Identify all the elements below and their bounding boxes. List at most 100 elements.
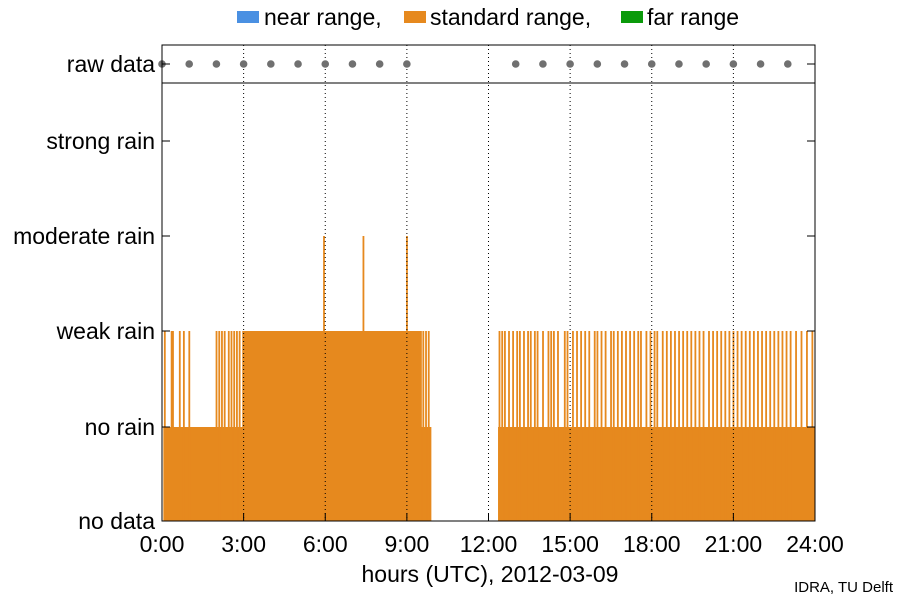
bar-weak-spike-83 bbox=[761, 331, 763, 521]
bar-weak-spike-3 bbox=[178, 331, 181, 521]
bar-weak-spike-45 bbox=[604, 331, 607, 521]
bar-weak-spike-7 bbox=[218, 331, 221, 521]
raw-data-point-13 bbox=[593, 60, 602, 68]
bar-weak-spike-20 bbox=[504, 331, 506, 521]
raw-data-point-4 bbox=[267, 60, 275, 68]
raw-data-point-16 bbox=[675, 60, 683, 68]
bar-weak-spike-75 bbox=[728, 331, 731, 521]
raw-data-layer bbox=[158, 60, 792, 68]
bar-weak-spike-61 bbox=[669, 331, 672, 521]
x-tick-label-7: 21:00 bbox=[705, 531, 763, 557]
bar-weak-spike-2 bbox=[172, 331, 174, 521]
bar-weak-spike-13 bbox=[236, 331, 238, 521]
raw-data-point-10 bbox=[511, 60, 520, 68]
bar-weak-spike-79 bbox=[744, 331, 747, 521]
y-tick-label-1: no rain bbox=[85, 414, 155, 440]
bar-weak-block-0 bbox=[242, 331, 422, 521]
bar-weak-spike-89 bbox=[785, 331, 788, 521]
bar-weak-spike-57 bbox=[653, 331, 656, 521]
bar-weak-spike-65 bbox=[686, 331, 689, 521]
bar-weak-spike-87 bbox=[777, 331, 780, 521]
y-tick-label-3: moderate rain bbox=[13, 223, 155, 249]
bar-weak-spike-37 bbox=[572, 331, 574, 521]
legend: near range, standard range, far range bbox=[237, 4, 739, 30]
legend-label-standard: standard range, bbox=[430, 4, 591, 30]
legend-label-far: far range bbox=[647, 4, 739, 30]
bar-weak-spike-60 bbox=[665, 331, 668, 521]
bar-weak-spike-92 bbox=[800, 331, 803, 521]
bar-weak-spike-72 bbox=[716, 331, 719, 521]
raw-data-point-1 bbox=[185, 60, 194, 68]
bar-weak-spike-24 bbox=[518, 331, 521, 521]
bar-weak-spike-48 bbox=[616, 331, 619, 521]
x-tick-label-5: 15:00 bbox=[541, 531, 599, 557]
bar-weak-spike-81 bbox=[752, 331, 755, 521]
bar-weak-spike-41 bbox=[588, 331, 591, 521]
x-axis-label: hours (UTC), 2012-03-09 bbox=[362, 561, 619, 587]
y-tick-label-0: no data bbox=[78, 508, 155, 534]
y-tick-label-5: raw data bbox=[67, 51, 155, 77]
bar-weak-spike-56 bbox=[649, 331, 652, 521]
bar-weak-spike-40 bbox=[584, 331, 587, 521]
bar-weak-spike-42 bbox=[593, 331, 596, 521]
x-tick-label-2: 6:00 bbox=[303, 531, 348, 557]
y-tick-label-4: strong rain bbox=[46, 128, 155, 154]
bar-weak-spike-58 bbox=[656, 331, 659, 521]
bar-weak-spike-8 bbox=[221, 331, 223, 521]
bar-weak-spike-27 bbox=[529, 331, 532, 521]
bar-weak-spike-17 bbox=[427, 331, 430, 521]
bar-weak-spike-90 bbox=[789, 331, 792, 521]
raw-data-point-20 bbox=[783, 60, 792, 68]
bar-weak-spike-9 bbox=[223, 331, 226, 521]
raw-data-point-12 bbox=[566, 60, 574, 68]
raw-data-point-5 bbox=[294, 60, 302, 68]
bar-weak-spike-88 bbox=[781, 331, 784, 521]
bar-weak-spike-0 bbox=[163, 331, 166, 521]
bar-weak-spike-33 bbox=[553, 331, 555, 521]
bar-moderate-spike-2 bbox=[406, 236, 408, 521]
x-axis: 0:00 3:00 6:00 9:00 12:00 15:00 18:00 21:00 24:0… bbox=[140, 513, 844, 557]
bar-weak-spike-23 bbox=[516, 331, 519, 521]
bar-weak-spike-94 bbox=[811, 331, 814, 521]
bar-weak-spike-44 bbox=[600, 331, 603, 521]
legend-swatch-standard bbox=[404, 11, 426, 23]
bar-weak-spike-62 bbox=[674, 331, 676, 521]
bar-weak-spike-71 bbox=[712, 331, 714, 521]
bar-weak-spike-59 bbox=[661, 331, 664, 521]
raw-data-point-11 bbox=[539, 60, 547, 68]
raw-data-point-8 bbox=[375, 60, 384, 68]
bar-weak-spike-54 bbox=[640, 331, 642, 521]
bar-moderate-spike-0 bbox=[323, 236, 325, 521]
bar-weak-spike-77 bbox=[736, 331, 739, 521]
raw-data-point-14 bbox=[620, 60, 629, 68]
bar-weak-spike-55 bbox=[645, 331, 648, 521]
bar-weak-spike-63 bbox=[678, 331, 680, 521]
bar-weak-spike-78 bbox=[740, 331, 743, 521]
bar-weak-spike-6 bbox=[215, 331, 218, 521]
bar-weak-spike-4 bbox=[182, 331, 185, 521]
raw-data-point-9 bbox=[403, 60, 411, 68]
bar-weak-spike-22 bbox=[512, 331, 514, 521]
bar-weak-spike-73 bbox=[720, 331, 723, 521]
credit-label: IDRA, TU Delft bbox=[794, 579, 894, 596]
bar-weak-spike-82 bbox=[757, 331, 759, 521]
bar-weak-spike-49 bbox=[621, 331, 623, 521]
bar-weak-spike-14 bbox=[238, 331, 241, 521]
bar-weak-spike-10 bbox=[227, 331, 230, 521]
bar-weak-spike-85 bbox=[769, 331, 772, 521]
legend-swatch-near bbox=[237, 11, 259, 23]
y-tick-label-2: weak rain bbox=[56, 318, 155, 344]
bar-weak-spike-67 bbox=[694, 331, 697, 521]
bar-weak-spike-46 bbox=[610, 331, 612, 521]
raw-data-point-3 bbox=[239, 60, 248, 68]
bar-weak-spike-84 bbox=[765, 331, 768, 521]
legend-label-near: near range, bbox=[264, 4, 382, 30]
bar-weak-spike-26 bbox=[527, 331, 529, 521]
bar-weak-spike-74 bbox=[724, 331, 727, 521]
x-tick-label-6: 18:00 bbox=[623, 531, 681, 557]
bar-weak-spike-21 bbox=[508, 331, 510, 521]
raw-data-point-17 bbox=[702, 60, 710, 68]
bar-weak-spike-15 bbox=[422, 331, 425, 521]
bar-weak-spike-18 bbox=[498, 331, 501, 521]
